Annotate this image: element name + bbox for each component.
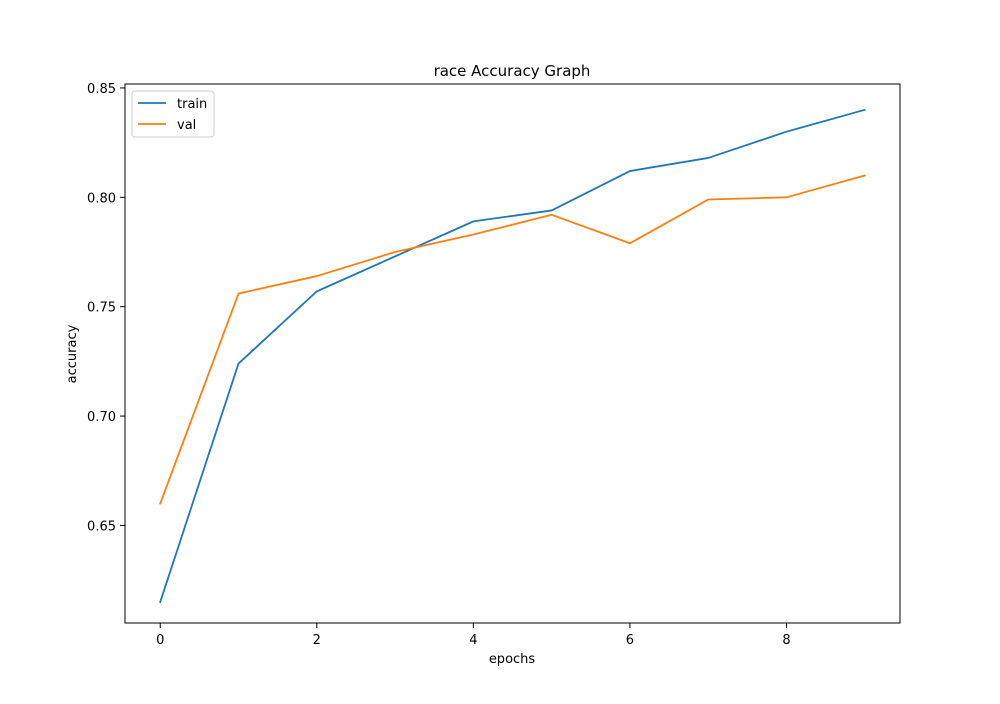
y-tick-label: 0.75 bbox=[87, 301, 116, 316]
y-tick-label: 0.70 bbox=[87, 410, 116, 425]
legend-label-train: train bbox=[177, 97, 207, 112]
x-tick-label: 2 bbox=[313, 633, 321, 648]
chart-title: race Accuracy Graph bbox=[434, 62, 591, 80]
legend-label-val: val bbox=[177, 118, 196, 133]
x-tick-label: 6 bbox=[626, 633, 634, 648]
y-tick-label: 0.80 bbox=[87, 191, 116, 206]
x-axis-label: epochs bbox=[489, 652, 536, 667]
y-axis-label: accuracy bbox=[65, 324, 80, 383]
legend: train val bbox=[132, 91, 214, 137]
y-tick-label: 0.65 bbox=[87, 519, 116, 534]
x-tick-label: 4 bbox=[469, 633, 477, 648]
x-tick-label: 0 bbox=[156, 633, 164, 648]
x-tick-label: 8 bbox=[782, 633, 790, 648]
y-tick-label: 0.85 bbox=[87, 82, 116, 97]
